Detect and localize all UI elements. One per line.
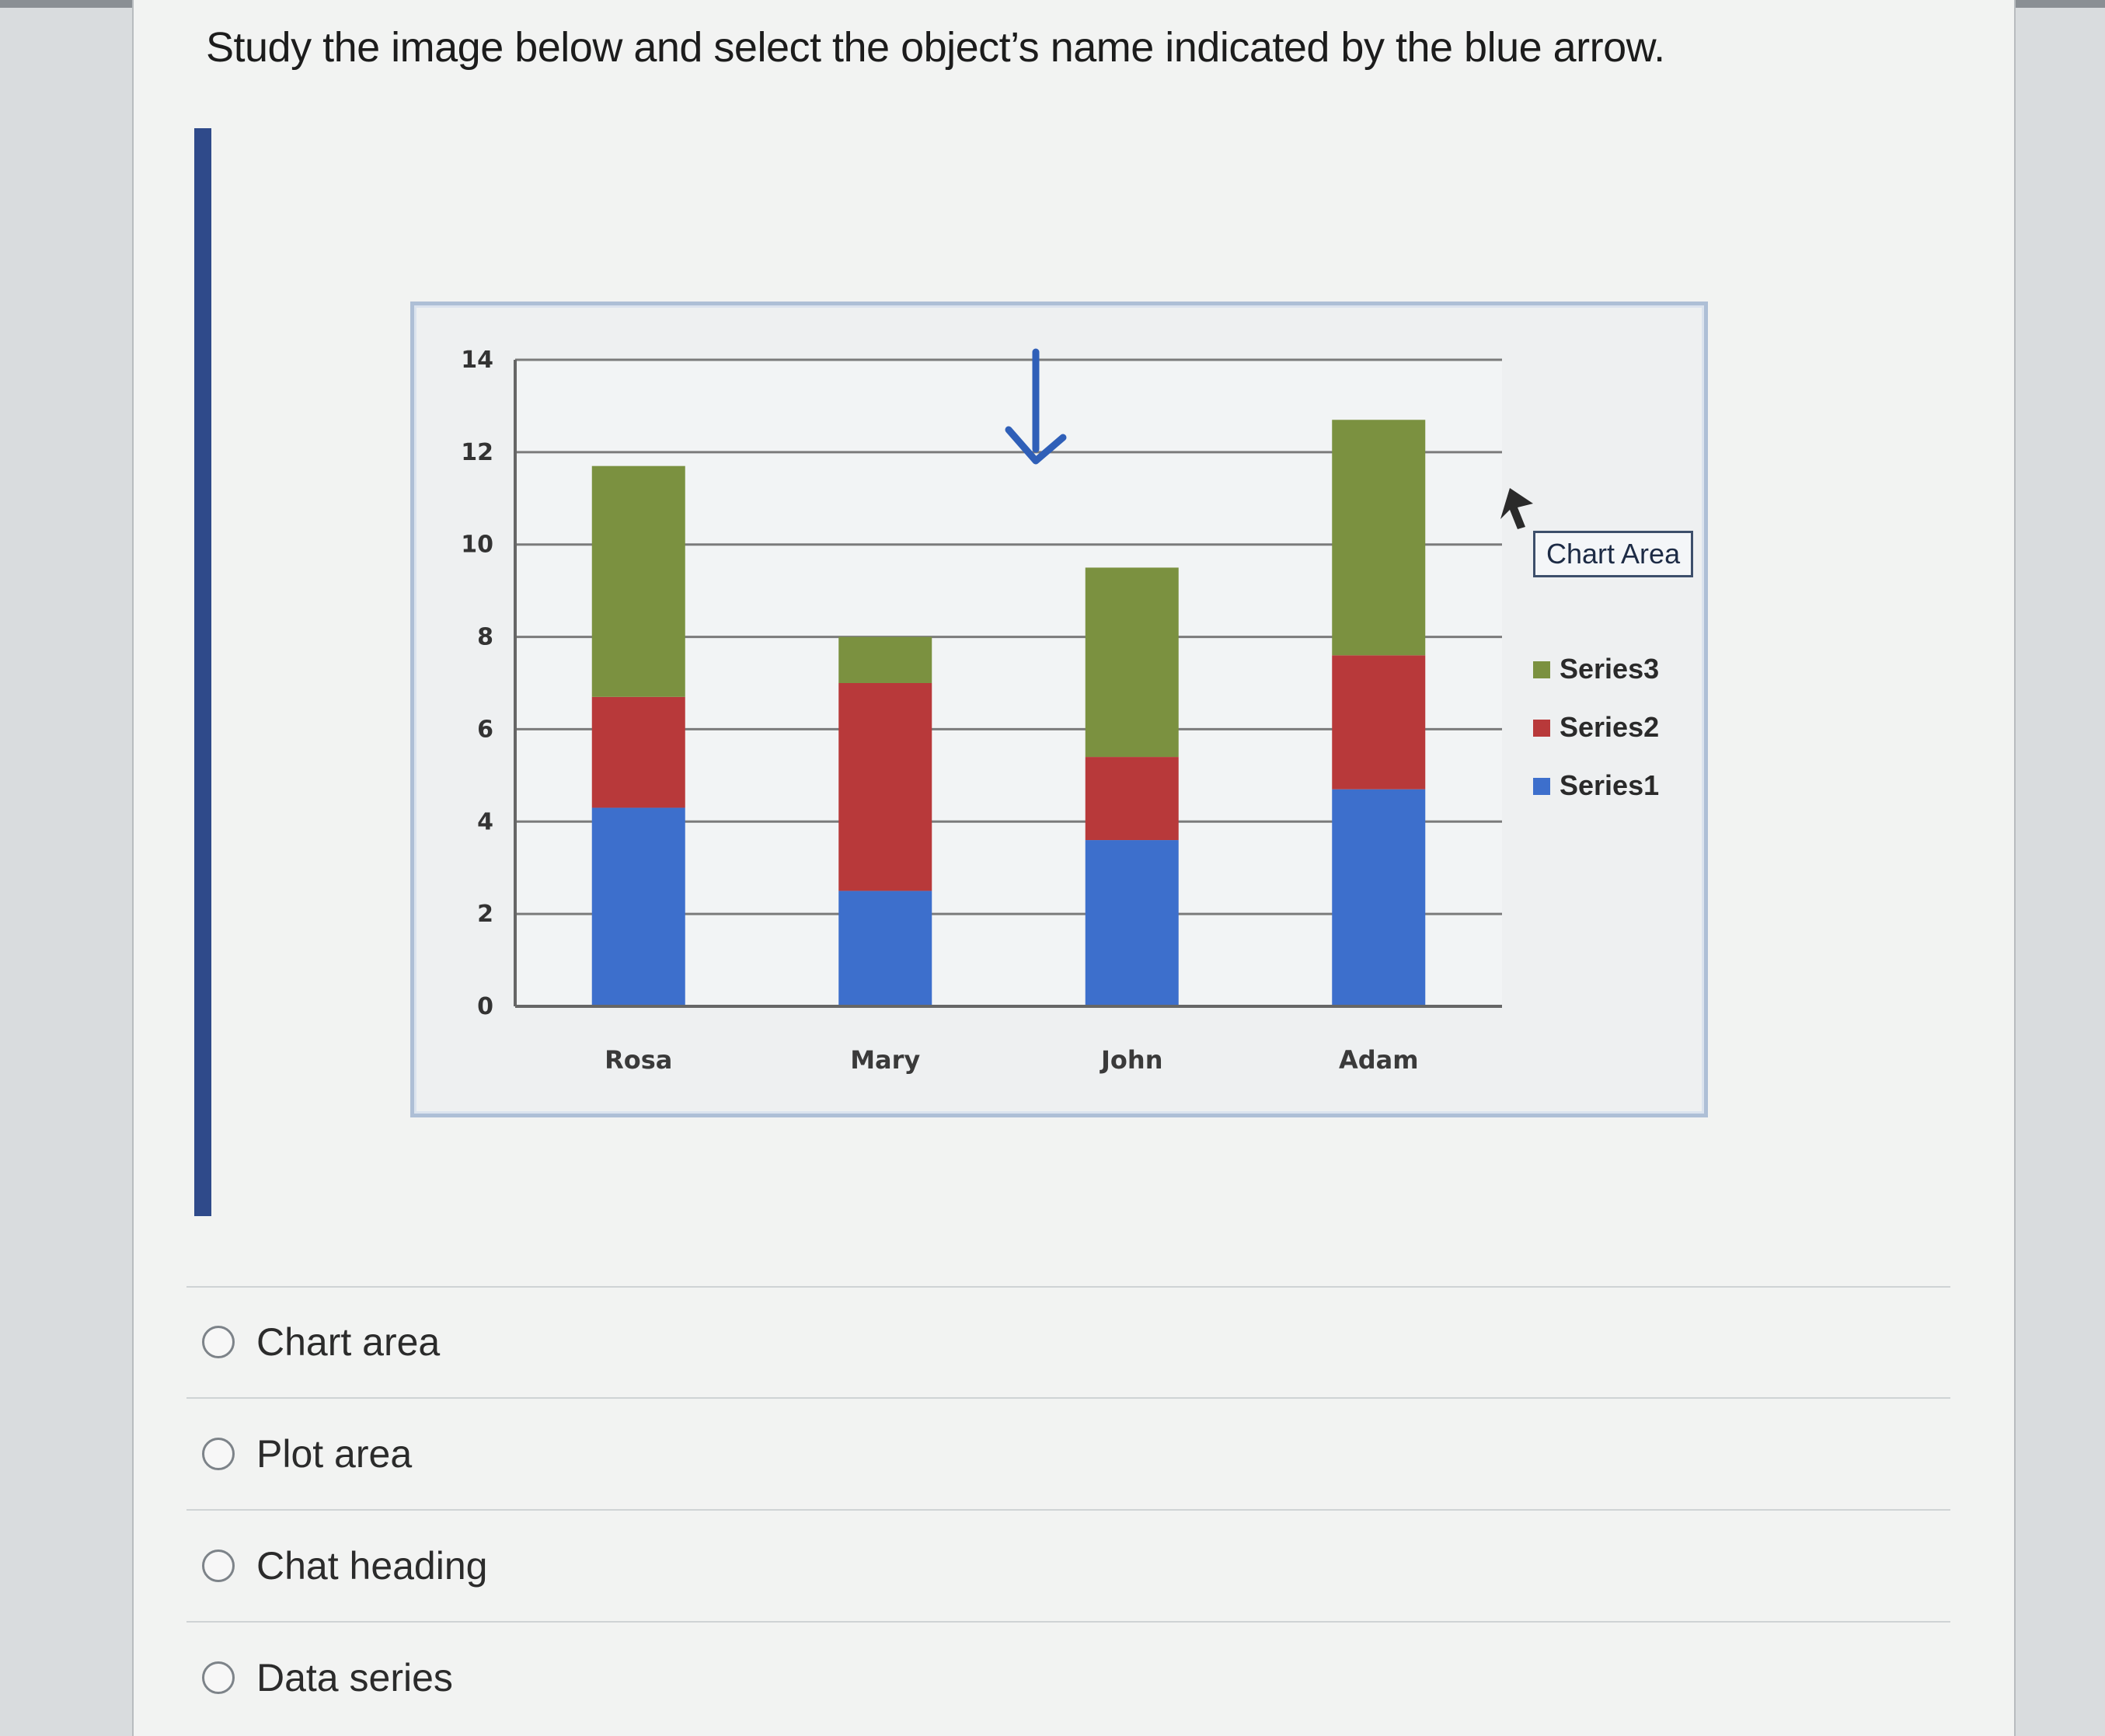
radio-button[interactable] <box>202 1326 235 1358</box>
x-category-label: Rosa <box>605 1045 672 1075</box>
x-category-label: John <box>1100 1045 1162 1075</box>
divider <box>186 1621 1950 1623</box>
bar-segment <box>591 465 685 697</box>
bar-segment <box>1332 655 1426 790</box>
x-category-label: Adam <box>1339 1045 1419 1075</box>
option-label: Plot area <box>256 1432 413 1476</box>
stacked-column-chart[interactable]: 0 2 4 6 8 10 12 14 Rosa Mary John Adam Series3 Series… <box>414 305 1704 1114</box>
legend-label: Series1 <box>1560 769 1659 801</box>
option-label: Chat heading <box>256 1544 488 1588</box>
blue-arrow-head-icon <box>1005 426 1067 465</box>
bar-segment <box>1332 789 1426 1006</box>
bar-segment <box>838 636 932 683</box>
y-tick-label: 2 <box>477 901 493 928</box>
y-tick-label: 6 <box>477 716 493 743</box>
option-chart-area[interactable]: Chart area <box>202 1315 440 1369</box>
bar-segment <box>838 891 932 1006</box>
legend-swatch <box>1533 661 1550 678</box>
bar-segment <box>1085 757 1179 841</box>
y-tick-label: 0 <box>477 993 493 1020</box>
question-text: Study the image below and select the obj… <box>206 24 1665 71</box>
legend-label: Series2 <box>1560 711 1659 743</box>
radio-button[interactable] <box>202 1661 235 1694</box>
radio-button[interactable] <box>202 1438 235 1470</box>
legend-label: Series3 <box>1560 653 1659 685</box>
option-chat-heading[interactable]: Chat heading <box>202 1539 487 1593</box>
bar-segment <box>1332 420 1426 656</box>
option-label: Data series <box>256 1656 453 1699</box>
move-cursor-icon <box>1500 488 1533 529</box>
chart-area-tooltip: Chart Area <box>1533 531 1694 577</box>
legend-swatch <box>1533 720 1550 737</box>
y-tick-label: 4 <box>477 808 493 835</box>
divider <box>186 1286 1950 1288</box>
option-data-series[interactable]: Data series <box>202 1651 453 1705</box>
divider <box>186 1397 1950 1399</box>
figure-accent-bar <box>194 128 211 1216</box>
radio-button[interactable] <box>202 1550 235 1582</box>
bar-segment <box>591 807 685 1006</box>
y-tick-label: 14 <box>461 347 493 374</box>
bar-segment <box>838 683 932 891</box>
y-tick-label: 8 <box>477 624 493 651</box>
bar-segment <box>1085 567 1179 758</box>
option-plot-area[interactable]: Plot area <box>202 1427 412 1481</box>
y-tick-label: 12 <box>461 439 493 466</box>
y-tick-label: 10 <box>461 532 493 559</box>
legend-swatch <box>1533 778 1550 795</box>
chart-area[interactable]: 0 2 4 6 8 10 12 14 Rosa Mary John Adam Series3 Series… <box>410 302 1708 1117</box>
bar-segment <box>591 696 685 808</box>
bar-segment <box>1085 840 1179 1006</box>
divider <box>186 1509 1950 1511</box>
x-category-label: Mary <box>850 1045 920 1075</box>
option-label: Chart area <box>256 1320 441 1364</box>
